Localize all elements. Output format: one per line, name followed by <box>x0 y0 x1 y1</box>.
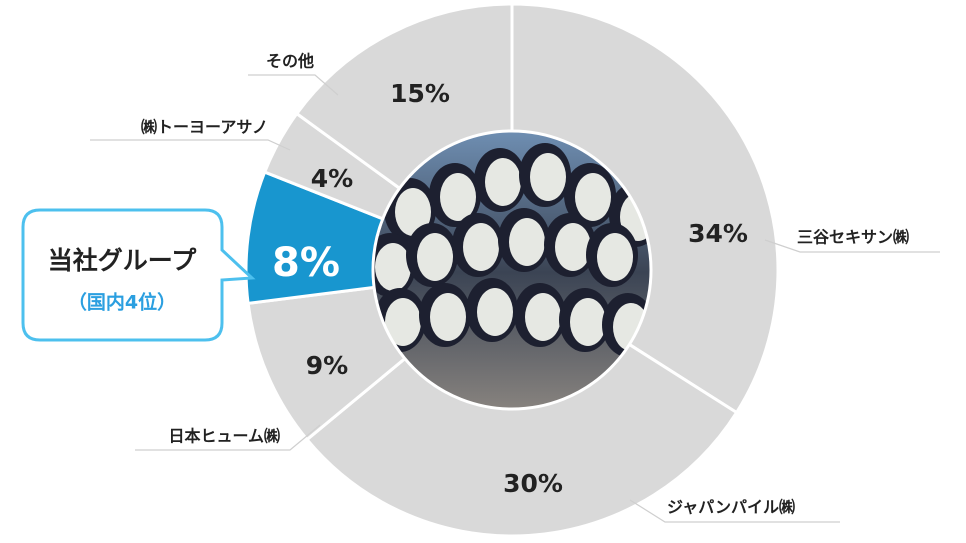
value-label: 4% <box>311 164 353 193</box>
pipe-inner <box>597 233 633 281</box>
value-label: 30% <box>503 469 563 498</box>
callout-box <box>21 208 256 342</box>
pipe-inner <box>570 298 606 346</box>
leader-line <box>764 239 940 253</box>
category-label: 日本ヒューム㈱ <box>168 427 280 446</box>
value-label: 15% <box>390 79 450 108</box>
leader-line <box>629 499 840 523</box>
pipe-inner <box>509 218 545 266</box>
category-label: その他 <box>266 52 314 71</box>
callout-note: （国内4位） <box>68 291 176 314</box>
leader-line <box>135 424 321 451</box>
pipe-inner <box>440 173 476 221</box>
center-photo <box>374 132 650 408</box>
pipe-inner <box>375 243 411 291</box>
pipe-inner <box>430 293 466 341</box>
pipe-inner <box>395 188 431 236</box>
pipe-inner <box>477 288 513 336</box>
category-label: ジャパンパイル㈱ <box>667 498 795 517</box>
pipe-inner <box>463 223 499 271</box>
value-label: 34% <box>688 219 748 248</box>
pipe-inner <box>530 153 566 201</box>
pipe-inner <box>575 173 611 221</box>
leader-line <box>90 139 291 151</box>
photo-border <box>371 129 653 411</box>
pipe-inner <box>417 233 453 281</box>
pipe-inner <box>525 293 561 341</box>
callout-title: 当社グループ <box>48 246 198 275</box>
callout: 当社グループ （国内4位） <box>21 208 256 342</box>
leader-line <box>248 74 339 96</box>
category-label: ㈱トーヨーアサノ <box>141 118 268 137</box>
value-label: 9% <box>306 351 348 380</box>
value-label: 8% <box>272 240 340 286</box>
category-label: 三谷セキサン㈱ <box>797 228 909 247</box>
pipe-inner <box>555 223 591 271</box>
pipe-inner <box>385 298 421 346</box>
pipe-inner <box>485 158 521 206</box>
labels: 34% 三谷セキサン㈱ 30% ジャパンパイル㈱ 9% 日本ヒューム㈱ 8% 4% ㈱トーヨーア… <box>90 52 940 523</box>
